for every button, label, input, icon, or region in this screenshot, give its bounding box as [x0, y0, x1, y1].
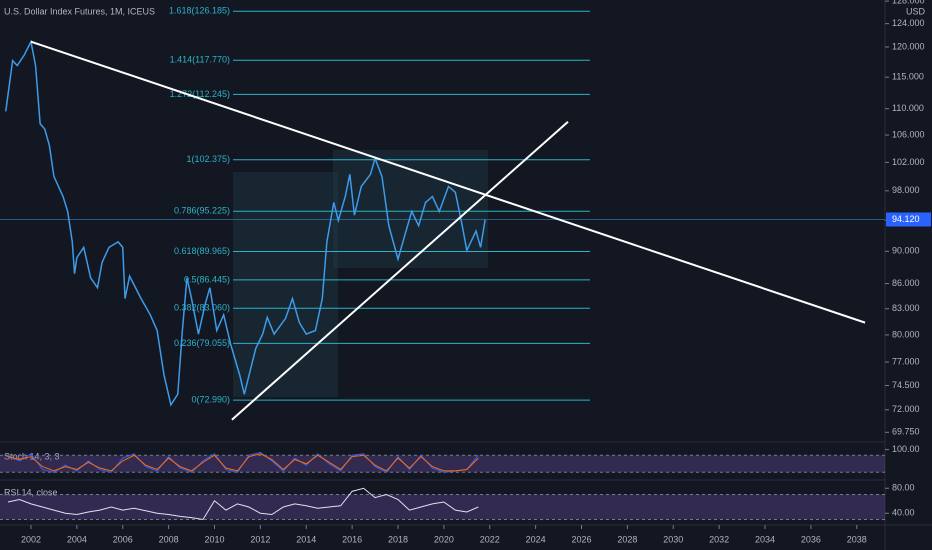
fib-label: 0.382(83.060)	[174, 303, 230, 313]
currency: USD	[906, 6, 926, 16]
x-tick-label: 2034	[755, 534, 775, 544]
fib-label: 1.618(126.185)	[169, 6, 230, 16]
y-tick-label: 128.000	[892, 0, 925, 5]
x-tick-label: 2014	[296, 534, 316, 544]
x-tick-label: 2010	[204, 534, 224, 544]
fib-label: 1.414(117.770)	[170, 55, 230, 65]
fib-label: 1.272(112.245)	[170, 89, 230, 99]
fib-label: 0(72.990)	[191, 394, 230, 404]
x-tick-label: 2004	[67, 534, 87, 544]
y-tick-label: 102.000	[892, 157, 925, 167]
y-tick-label: 83.000	[892, 303, 920, 313]
fib-label: 0.236(79.055)	[174, 338, 230, 348]
volume-profile-box	[233, 172, 338, 397]
y-tick-label: 98.000	[892, 185, 920, 195]
fib-label: 0.5(86.445)	[184, 274, 230, 284]
y-tick-label: 80.00	[892, 483, 915, 493]
trend-line	[30, 40, 866, 324]
y-tick-label: 40.00	[892, 508, 915, 518]
x-tick-label: 2024	[526, 534, 546, 544]
x-tick-label: 2030	[663, 534, 683, 544]
x-tick-label: 2026	[571, 534, 591, 544]
x-tick-label: 2016	[342, 534, 362, 544]
rsi-title: RSI 14, close	[4, 487, 58, 497]
y-tick-label: 110.000	[892, 103, 924, 113]
band	[0, 494, 885, 520]
y-tick-label: 69.750	[892, 427, 920, 437]
x-tick-label: 2038	[847, 534, 867, 544]
x-tick-label: 2032	[709, 534, 729, 544]
y-tick-label: 115.000	[892, 72, 924, 82]
fib-label: 0.618(89.965)	[174, 246, 230, 256]
x-tick-label: 2022	[480, 534, 500, 544]
last-price-box	[886, 212, 931, 227]
y-tick-label: 74.500	[892, 380, 920, 390]
chart-title: U.S. Dollar Index Futures, 1M, ICEUS	[4, 6, 155, 16]
y-tick-label: 86.000	[892, 278, 920, 288]
x-tick-label: 2006	[113, 534, 133, 544]
last-price-label: 94.120	[892, 214, 920, 224]
band	[0, 455, 885, 473]
x-tick-label: 2012	[250, 534, 270, 544]
x-tick-label: 2020	[434, 534, 454, 544]
price-line	[7, 453, 479, 472]
stoch-title: Stoch 14, 3, 3	[4, 451, 60, 461]
x-tick-label: 2018	[388, 534, 408, 544]
y-tick-label: 77.000	[892, 356, 920, 366]
fib-label: 0.786(95.225)	[174, 206, 230, 216]
y-tick-label: 90.000	[892, 246, 920, 256]
price-line	[4, 39, 486, 407]
fib-label: 1(102.375)	[186, 154, 230, 164]
x-tick-label: 2002	[21, 534, 41, 544]
y-tick-label: 124.000	[892, 18, 925, 28]
x-tick-label: 2036	[801, 534, 821, 544]
y-tick-label: 72.000	[892, 404, 920, 414]
y-tick-label: 120.000	[892, 41, 925, 51]
y-tick-label: 80.000	[892, 329, 920, 339]
price-line	[7, 487, 479, 521]
x-tick-label: 2008	[159, 534, 179, 544]
y-tick-label: 100.00	[892, 444, 920, 454]
trend-line	[231, 121, 569, 421]
x-tick-label: 2028	[617, 534, 637, 544]
y-tick-label: 106.000	[892, 129, 925, 139]
